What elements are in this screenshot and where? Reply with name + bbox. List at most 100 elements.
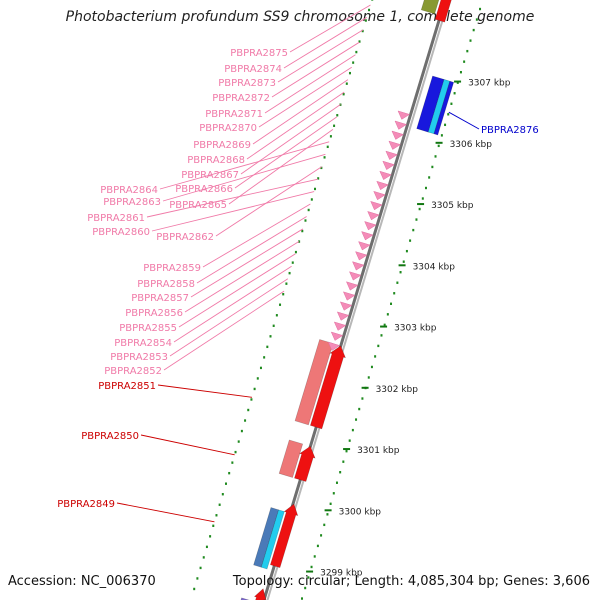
pink-gene-label-leader bbox=[169, 278, 289, 357]
pink-gene-arrow bbox=[336, 311, 350, 321]
inner-tick-dot bbox=[250, 398, 253, 401]
outer-tick-dot bbox=[361, 397, 364, 400]
pink-gene-label-leader bbox=[196, 216, 307, 284]
inner-tick-dot bbox=[301, 229, 304, 233]
pink-gene-arrow bbox=[355, 251, 368, 261]
inner-tick-dot bbox=[320, 166, 323, 170]
outer-tick-dot bbox=[386, 313, 389, 316]
pink-gene-label: PBPRA2857 bbox=[131, 293, 189, 304]
accession-text: Accession: NC_006370 bbox=[8, 574, 156, 589]
inner-tick-dot bbox=[244, 419, 247, 422]
inner-tick-dot bbox=[317, 177, 320, 180]
topology-summary: Topology: circular; Length: 4,085,304 bp… bbox=[232, 574, 590, 589]
inner-tick-dot bbox=[288, 271, 291, 275]
outer-tick-dot bbox=[440, 134, 443, 137]
inner-tick-dot bbox=[364, 19, 367, 22]
outer-tick-dot bbox=[380, 334, 383, 337]
pink-gene-label: PBPRA2856 bbox=[125, 308, 183, 319]
outer-tick-dot bbox=[472, 28, 475, 32]
outer-tick-dot bbox=[355, 418, 358, 421]
pink-gene-label-leader bbox=[163, 290, 285, 371]
outer-tick-dot bbox=[434, 155, 437, 158]
pink-gene-label-leader bbox=[264, 54, 356, 114]
outer-tick-dot bbox=[326, 513, 329, 516]
kbp-label: 3306 kbp bbox=[450, 140, 493, 150]
outer-tick-dot bbox=[396, 281, 399, 284]
pink-gene-arrow bbox=[388, 140, 401, 150]
pink-gene-label-leader bbox=[190, 228, 304, 298]
pink-gene-label-leader bbox=[246, 91, 345, 160]
pink-gene-label-leader bbox=[202, 203, 311, 268]
pink-gene-arrow bbox=[382, 160, 395, 170]
outer-tick-dot bbox=[307, 576, 310, 579]
outer-tick-dot bbox=[399, 271, 402, 274]
pink-gene-arrow bbox=[364, 221, 377, 231]
red-gene-label: PBPRA2851 bbox=[98, 381, 156, 392]
inner-tick-dot bbox=[224, 482, 227, 485]
inner-tick-dot bbox=[361, 29, 364, 33]
pink-gene-arrow bbox=[330, 331, 344, 341]
blue-gene-label: PBPRA2876 bbox=[481, 125, 539, 136]
gene-block bbox=[240, 597, 250, 600]
outer-tick-dot bbox=[405, 249, 408, 253]
outer-tick-dot bbox=[479, 7, 482, 11]
red-gene-label: PBPRA2849 bbox=[57, 499, 115, 510]
inner-tick-dot bbox=[205, 545, 208, 549]
inner-tick-dot bbox=[215, 514, 218, 517]
inner-tick-dot bbox=[266, 345, 269, 349]
inner-tick-dot bbox=[193, 587, 196, 591]
outer-tick-dot bbox=[390, 302, 393, 305]
pink-gene-label: PBPRA2873 bbox=[218, 78, 276, 89]
inner-tick-dot bbox=[368, 8, 371, 12]
inner-tick-dot bbox=[314, 187, 317, 191]
outer-tick-dot bbox=[444, 123, 447, 127]
inner-tick-dot bbox=[247, 408, 250, 412]
gene-arrow bbox=[253, 588, 267, 600]
pink-gene-label-leader bbox=[151, 191, 315, 232]
outer-tick-dot bbox=[412, 228, 415, 232]
outer-tick-dot bbox=[431, 165, 434, 169]
pink-gene-label: PBPRA2867 bbox=[181, 170, 239, 181]
pink-gene-label-leader bbox=[240, 104, 341, 175]
gene-block bbox=[434, 0, 452, 23]
inner-tick-dot bbox=[294, 250, 297, 254]
inner-tick-dot bbox=[279, 303, 282, 306]
pink-gene-label: PBPRA2860 bbox=[92, 227, 150, 238]
pink-gene-arrow bbox=[391, 130, 405, 140]
map-title: Photobacterium profundum SS9 chromosome … bbox=[65, 9, 535, 25]
pink-gene-label: PBPRA2872 bbox=[212, 93, 270, 104]
pink-gene-label: PBPRA2859 bbox=[143, 263, 201, 274]
outer-tick-dot bbox=[466, 49, 469, 53]
pink-gene-label-leader bbox=[178, 253, 296, 328]
gene-block bbox=[278, 439, 304, 478]
inner-tick-dot bbox=[355, 50, 358, 54]
outer-tick-dot bbox=[393, 292, 396, 295]
inner-tick-dot bbox=[352, 61, 355, 64]
kbp-label: 3302 kbp bbox=[376, 385, 419, 395]
pink-gene-label: PBPRA2870 bbox=[199, 123, 257, 134]
pink-gene-label-leader bbox=[258, 66, 352, 128]
inner-tick-dot bbox=[259, 366, 262, 370]
gene-block bbox=[433, 80, 455, 136]
outer-tick-dot bbox=[301, 597, 304, 600]
pink-gene-arrow bbox=[361, 231, 374, 241]
pink-gene-label: PBPRA2864 bbox=[100, 185, 158, 196]
pink-gene-label: PBPRA2862 bbox=[156, 232, 214, 243]
inner-tick-dot bbox=[342, 92, 345, 96]
pink-gene-arrow bbox=[367, 211, 380, 221]
inner-tick-dot bbox=[231, 461, 234, 464]
inner-tick-dot bbox=[228, 471, 231, 475]
inner-tick-dot bbox=[345, 82, 348, 85]
red-gene-label: PBPRA2850 bbox=[81, 431, 139, 442]
outer-tick-dot bbox=[409, 239, 412, 242]
inner-tick-dot bbox=[199, 566, 202, 570]
outer-tick-dot bbox=[345, 449, 348, 453]
outer-tick-dot bbox=[402, 260, 405, 263]
gene-block bbox=[420, 0, 440, 15]
outer-tick-dot bbox=[335, 481, 338, 484]
pink-gene-arrow bbox=[339, 301, 353, 311]
outer-tick-dot bbox=[310, 565, 313, 569]
pink-gene-label: PBPRA2863 bbox=[103, 197, 161, 208]
kbp-label: 3305 kbp bbox=[431, 201, 474, 211]
